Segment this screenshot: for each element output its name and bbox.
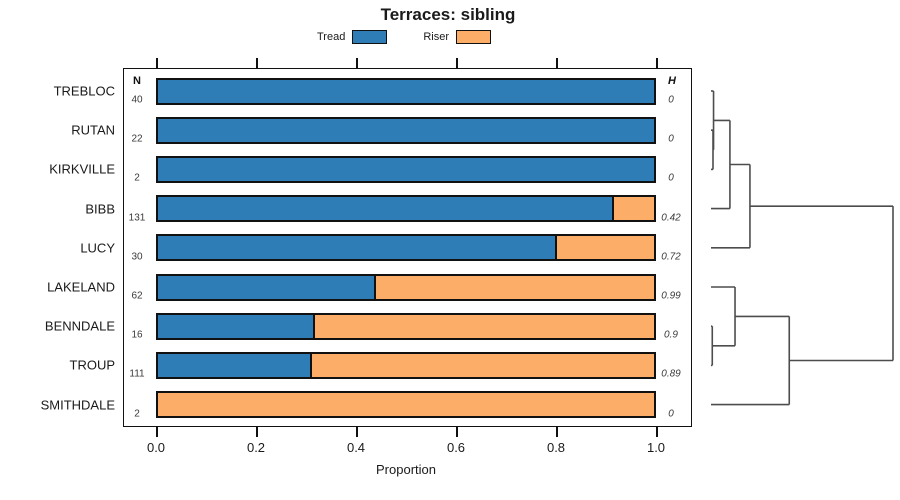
bar-row-bibb [156,195,656,223]
h-value-bibb: 0.42 [661,212,681,224]
chart-title: Terraces: sibling [380,5,516,24]
bar-segment-riser-lakeland [373,275,654,299]
n-value-kirkville: 2 [134,172,140,184]
x-tick-label-0.6: 0.6 [446,440,466,455]
n-value-trebloc: 40 [131,94,143,106]
h-value-rutan: 0 [668,133,674,145]
legend-label-riser: Riser [423,31,449,43]
x-tick-bottom-0.4 [356,427,358,437]
bar-row-lucy [156,234,656,262]
y-axis-label-benndale: BENNDALE [44,318,115,334]
n-value-bibb: 131 [128,212,146,224]
x-tick-bottom-0.0 [156,427,158,437]
h-column-header: H [668,75,676,87]
h-value-benndale: 0.9 [664,329,678,341]
x-tick-bottom-1.0 [656,427,658,437]
h-value-lucy: 0.72 [661,251,681,263]
y-axis-label-kirkville: KIRKVILLE [49,161,115,177]
n-value-rutan: 22 [131,133,143,145]
n-value-lucy: 30 [131,251,143,263]
x-tick-label-0.4: 0.4 [346,440,366,455]
h-value-smithdale: 0 [668,408,674,420]
bar-segment-tread-rutan [158,118,654,142]
legend-item-tread: Tread [317,30,388,44]
y-axis-label-trebloc: TREBLOC [53,83,115,99]
bar-segment-riser-troup [309,353,654,377]
h-value-trebloc: 0 [668,94,674,106]
legend-swatch-riser [456,30,491,44]
x-tick-bottom-0.2 [256,427,258,437]
bar-row-kirkville [156,155,656,183]
x-axis-label: Proportion [376,462,436,477]
x-tick-top-1.0 [656,58,658,68]
bar-segment-riser-benndale [313,314,654,338]
y-axis-label-smithdale: SMITHDALE [40,397,115,413]
legend-swatch-tread [352,30,388,44]
n-value-lakeland: 62 [131,290,143,302]
x-tick-top-0.0 [156,58,158,68]
x-tick-label-0.8: 0.8 [546,440,566,455]
x-tick-label-0.0: 0.0 [146,440,166,455]
x-tick-label-0.2: 0.2 [246,440,266,455]
n-value-troup: 111 [129,368,145,380]
x-tick-bottom-0.8 [556,427,558,437]
x-tick-label-1.0: 1.0 [646,440,666,455]
bar-segment-tread-bibb [158,197,612,221]
h-value-kirkville: 0 [668,172,674,184]
x-tick-top-0.4 [356,58,358,68]
x-tick-top-0.6 [456,58,458,68]
bar-segment-tread-lakeland [158,275,374,299]
bar-segment-riser-smithdale [158,393,654,417]
bar-row-smithdale [156,391,656,419]
bar-segment-tread-benndale [158,314,313,338]
bar-row-benndale [156,312,656,340]
x-tick-top-0.8 [556,58,558,68]
bar-segment-tread-trebloc [158,79,654,103]
legend: Tread Riser [317,30,491,44]
n-column-header: N [133,75,141,87]
y-axis-label-troup: TROUP [69,357,116,373]
legend-label-tread: Tread [317,31,346,43]
h-value-lakeland: 0.99 [661,290,681,302]
bar-segment-tread-lucy [158,236,555,260]
bar-segment-tread-troup [158,353,310,377]
bar-row-lakeland [156,273,656,301]
n-value-smithdale: 2 [134,408,140,420]
bar-row-rutan [156,116,656,144]
y-axis-label-rutan: RUTAN [71,122,115,138]
bar-segment-riser-bibb [611,197,654,221]
y-axis-label-lakeland: LAKELAND [47,279,115,295]
bar-row-trebloc [156,77,656,105]
h-value-troup: 0.89 [661,368,681,380]
bar-segment-tread-kirkville [158,157,654,181]
bar-segment-riser-lucy [554,236,654,260]
y-axis-label-lucy: LUCY [80,240,115,256]
y-axis-label-bibb: BIBB [85,201,115,217]
plot-frame [123,68,692,427]
x-tick-bottom-0.6 [456,427,458,437]
legend-item-riser: Riser [423,30,491,44]
x-tick-top-0.2 [256,58,258,68]
n-value-benndale: 16 [131,329,143,341]
bar-row-troup [156,351,656,379]
